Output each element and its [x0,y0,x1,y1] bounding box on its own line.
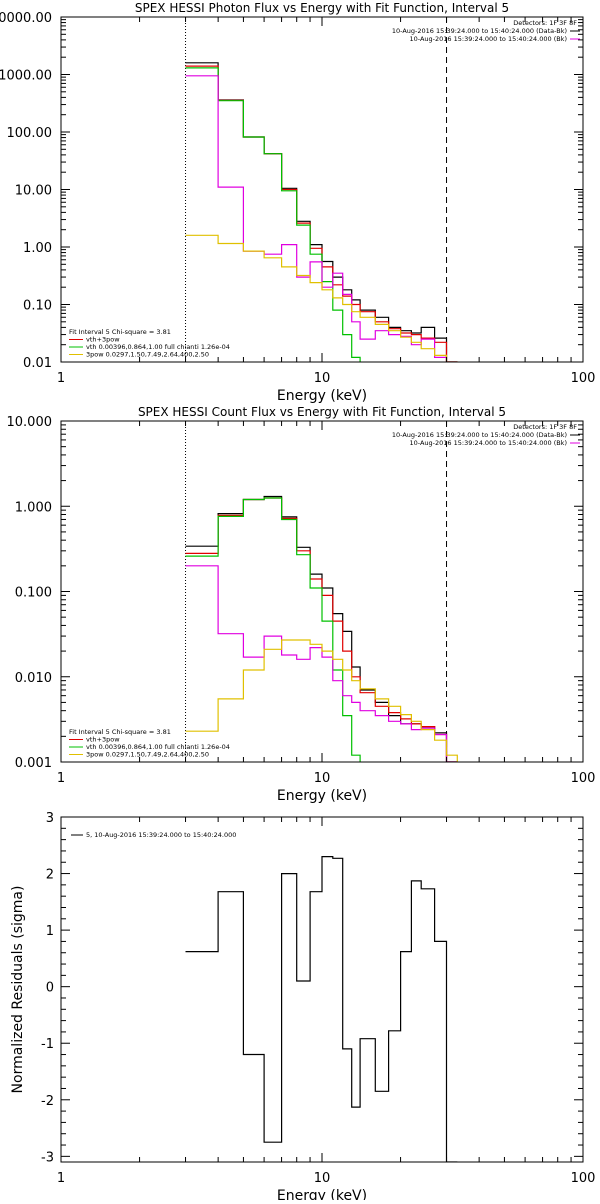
series-5-line [185,234,458,362]
y-tick-label: 1000.00 [0,69,52,84]
legend-bottom-entry: Fit Interval 5 Chi-square = 3.81 [69,328,171,336]
x-tick-label: 1 [57,1171,65,1186]
chart-panel-1: SPEX HESSI Photon Flux vs Energy with Fi… [0,1,595,404]
legend-bottom-entry: 3pow 0.0297,1.50,7.49,2.64,400,2.50 [86,351,209,359]
y-tick-label: 0.100 [15,586,52,601]
y-tick-label: 100.00 [7,126,53,141]
series-4-line [185,75,458,362]
legend-top-entry: 10-Aug-2016 15:39:24.000 to 15:40:24.000… [410,439,567,447]
y-tick-label: -2 [41,1094,54,1109]
series-3-line [185,67,361,362]
x-tick-label: 10 [314,1171,331,1186]
legend-bottom-entry: vth 0.00396,0.864,1.00 full chianti 1.26… [86,343,230,351]
y-tick-label: 0.01 [23,356,52,371]
series-1-line [185,62,458,362]
x-tick-label: 1 [57,771,65,786]
series-4-line [185,565,458,762]
x-axis-label: Energy (keV) [277,788,367,804]
chart-title: SPEX HESSI Photon Flux vs Energy with Fi… [135,1,509,15]
legend-bottom-entry: Fit Interval 5 Chi-square = 3.81 [69,728,171,736]
legend-entry: 5, 10-Aug-2016 15:39:24.000 to 15:40:24.… [86,831,236,839]
plot-frame [60,16,584,363]
y-tick-label: 0.001 [15,756,52,771]
legend-top-entry: 10-Aug-2016 15:39:24.000 to 15:40:24.000… [392,431,567,439]
legend-bottom-entry: vth+3pow [86,336,120,344]
y-tick-label: 0.10 [23,299,52,314]
series-3-line [185,497,361,762]
series-5-line [185,639,458,762]
y-tick-label: 0.010 [15,671,52,686]
legend-top-entry: 10-Aug-2016 15:39:24.000 to 15:40:24.000… [410,35,567,43]
y-tick-label: 1.00 [23,241,52,256]
legend-top-entry: 10-Aug-2016 15:39:24.000 to 15:40:24.000… [392,27,567,35]
series-2-line [185,497,458,762]
y-tick-label: 10000.00 [0,11,52,26]
legend-top-entry: Detectors: 1F 3F 8F [513,19,577,27]
chart-title: SPEX HESSI Count Flux vs Energy with Fit… [138,405,506,419]
y-tick-label: -1 [41,1037,54,1052]
y-tick-label: 3 [46,811,54,826]
x-axis-label: Energy (keV) [277,388,367,404]
y-tick-label: 10.00 [15,184,52,199]
legend-bottom-entry: vth+3pow [86,736,120,744]
y-tick-label: 0 [46,981,54,996]
x-tick-label: 100 [571,771,596,786]
y-tick-label: 1 [46,924,54,939]
series-2-line [185,65,458,362]
x-tick-label: 10 [314,371,331,386]
y-axis-label: Normalized Residuals (sigma) [10,886,26,1094]
legend-top-entry: Detectors: 1F 3F 8F [513,423,577,431]
x-tick-label: 10 [314,771,331,786]
y-tick-label: 1.000 [15,500,52,515]
series-1-line [185,856,458,1162]
x-tick-label: 100 [571,1171,596,1186]
x-axis-label: Energy (keV) [277,1188,367,1200]
y-tick-label: -3 [41,1150,54,1165]
legend-bottom-entry: 3pow 0.0297,1.50,7.49,2.64,400,2.50 [86,751,209,759]
x-tick-label: 1 [57,371,65,386]
x-tick-label: 100 [571,371,596,386]
series-1-line [185,495,458,762]
chart-panel-2: SPEX HESSI Count Flux vs Energy with Fit… [7,405,596,804]
y-tick-label: 10.000 [7,415,53,430]
y-tick-label: 2 [46,868,54,883]
legend-bottom-entry: vth 0.00396,0.864,1.00 full chianti 1.26… [86,743,230,751]
